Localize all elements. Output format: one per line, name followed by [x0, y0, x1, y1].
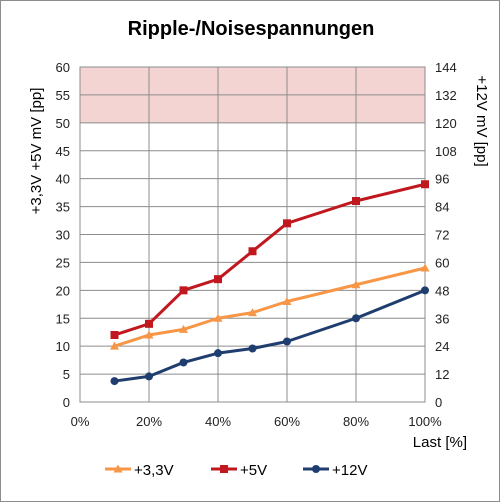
plot-border	[79, 66, 426, 403]
y-right-tick-label: 120	[435, 116, 457, 131]
data-point-1	[283, 219, 291, 228]
data-point-0	[248, 308, 257, 317]
y-left-tick-label: 55	[56, 88, 70, 103]
y-left-tick-label: 10	[56, 339, 70, 354]
series-line-0	[114, 266, 426, 348]
x-tick-label: 20%	[136, 414, 162, 429]
data-point-2	[110, 377, 119, 386]
data-point-1	[421, 180, 429, 189]
chart-title: Ripple-/Noisespannungen	[128, 18, 375, 40]
data-point-1	[214, 275, 222, 284]
data-point-2	[179, 358, 188, 367]
y-right-tick-label: 0	[435, 395, 442, 410]
y-right-tick-label: 36	[435, 311, 449, 326]
y-left-tick-label: 5	[63, 367, 70, 382]
x-axis-title: Last [%]	[413, 434, 467, 451]
y-right-tick-label: 144	[435, 60, 457, 75]
data-point-0	[282, 297, 292, 305]
y-right-tick-label: 72	[435, 228, 449, 243]
x-tick-label: 40%	[205, 414, 231, 429]
data-point-2	[352, 314, 360, 323]
y-right-tick-label: 108	[435, 144, 457, 159]
y-left-tick-label: 20	[56, 283, 70, 298]
legend-label-2: +12V	[332, 462, 367, 479]
data-point-2	[214, 349, 222, 358]
legend-label-0: +3,3V	[134, 462, 174, 479]
y-right-tick-label: 132	[435, 88, 457, 103]
y-right-tick-label: 12	[435, 367, 449, 382]
data-point-0	[144, 330, 154, 339]
data-point-0	[110, 341, 119, 350]
data-point-2	[283, 337, 291, 346]
plot-area: 0 0 5 12 10 24 15 36 20 48 25 60 30 72 35 84 40 96 45 108 50…	[56, 60, 457, 429]
y-axis-left-title: +3,3V +5V mV [pp]	[28, 88, 45, 215]
data-point-2	[421, 286, 429, 295]
data-point-1	[110, 331, 119, 339]
y-left-tick-label: 40	[56, 172, 70, 187]
y-left-tick-label: 50	[56, 116, 70, 131]
x-tick-label: 80%	[343, 414, 369, 429]
data-point-2	[248, 344, 257, 353]
data-point-0	[179, 324, 188, 333]
x-tick-label: 0%	[71, 414, 90, 429]
data-point-0	[213, 313, 223, 322]
data-point-1	[248, 247, 257, 256]
x-tick-label: 60%	[274, 414, 300, 429]
data-point-1	[179, 286, 188, 295]
y-right-tick-label: 24	[435, 339, 449, 354]
data-point-1	[352, 197, 360, 205]
data-point-2	[145, 372, 153, 381]
y-left-tick-label: 0	[63, 395, 70, 410]
y-right-tick-label: 60	[435, 255, 449, 270]
series-line-2	[114, 288, 426, 383]
y-left-tick-label: 30	[56, 228, 70, 243]
y-left-tick-label: 15	[56, 311, 70, 326]
data-point-0	[420, 263, 430, 272]
y-right-tick-label: 84	[435, 200, 449, 215]
series-line-1	[114, 182, 426, 337]
y-left-tick-label: 45	[56, 144, 70, 159]
y-left-tick-label: 25	[56, 255, 70, 270]
data-point-1	[145, 319, 153, 328]
data-point-0	[351, 280, 361, 289]
y-right-tick-label: 96	[435, 172, 449, 187]
legend-marker-1	[220, 465, 228, 473]
legend-marker-2	[312, 465, 320, 473]
y-left-tick-label: 35	[56, 200, 70, 215]
legend: +3,3V +5V +12V	[105, 462, 367, 479]
y-left-tick-label: 60	[56, 60, 70, 75]
legend-label-1: +5V	[240, 462, 267, 479]
y-right-tick-label: 48	[435, 283, 449, 298]
legend-marker-0	[113, 464, 123, 473]
x-tick-label: 100%	[408, 414, 442, 429]
y-axis-right-title: +12V mV [pp]	[473, 75, 490, 166]
